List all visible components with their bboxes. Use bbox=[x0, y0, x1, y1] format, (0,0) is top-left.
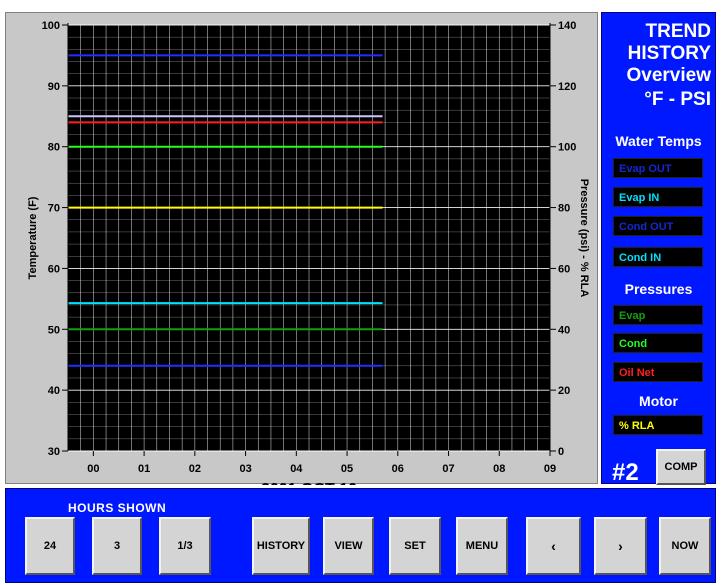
history-button[interactable]: HISTORY bbox=[252, 517, 310, 575]
x-tick-label: 08 bbox=[493, 463, 505, 475]
x-tick-label: 04 bbox=[290, 463, 303, 475]
legend-evap-in[interactable]: Evap IN bbox=[613, 187, 703, 207]
right-tick-label: 40 bbox=[558, 324, 570, 336]
bottom-button-bar: HOURS SHOWN 24 3 1/3 HISTORY VIEW SET ME… bbox=[5, 488, 716, 583]
menu-button[interactable]: MENU bbox=[456, 517, 508, 575]
legend-label: Cond IN bbox=[619, 252, 662, 264]
motor-heading: Motor bbox=[639, 393, 678, 409]
scroll-right-button[interactable]: › bbox=[594, 517, 647, 575]
scroll-left-button[interactable]: ‹ bbox=[526, 517, 581, 575]
legend-label: Evap bbox=[619, 310, 646, 322]
left-tick-label: 80 bbox=[48, 142, 60, 154]
right-tick-label: 100 bbox=[558, 142, 576, 154]
right-axis-title: Pressure (psi) - % RLA bbox=[578, 179, 590, 298]
legend-label: Cond bbox=[619, 338, 648, 350]
title-line-2: HISTORY bbox=[627, 43, 711, 64]
right-tick-label: 20 bbox=[558, 385, 570, 397]
legend-label: Oil Net bbox=[619, 367, 655, 379]
legend-label: % RLA bbox=[619, 420, 655, 432]
hours-shown-label: HOURS SHOWN bbox=[68, 501, 167, 515]
right-tick-label: 120 bbox=[558, 81, 576, 93]
left-tick-label: 30 bbox=[48, 446, 60, 458]
legend-evap-out[interactable]: Evap OUT bbox=[613, 158, 703, 178]
legend-rla[interactable]: % RLA bbox=[613, 415, 703, 435]
x-tick-label: 01 bbox=[138, 463, 150, 475]
legend-cond-pressure[interactable]: Cond bbox=[613, 333, 703, 353]
x-tick-label: 07 bbox=[442, 463, 454, 475]
x-tick-label: 06 bbox=[392, 463, 404, 475]
title-line-1: TREND bbox=[645, 21, 711, 42]
legend-cond-in[interactable]: Cond IN bbox=[613, 247, 703, 267]
x-tick-label: 00 bbox=[87, 463, 99, 475]
legend-cond-out[interactable]: Cond OUT bbox=[613, 216, 703, 236]
hours-third-button[interactable]: 1/3 bbox=[159, 517, 211, 575]
hours-24-button[interactable]: 24 bbox=[25, 517, 75, 575]
legend-oil-net[interactable]: Oil Net bbox=[613, 362, 703, 382]
units-label: °F - PSI bbox=[644, 89, 711, 110]
left-tick-label: 50 bbox=[48, 324, 60, 336]
right-tick-label: 140 bbox=[558, 20, 576, 32]
left-tick-label: 100 bbox=[42, 20, 60, 32]
trend-chart-panel: 30 40 50 60 70 80 90 100 0 20 40 60 80 100 120 140 00 01 0… bbox=[5, 12, 598, 485]
left-tick-label: 70 bbox=[48, 203, 60, 215]
x-tick-label: 09 bbox=[544, 463, 556, 475]
x-tick-label: 03 bbox=[239, 463, 251, 475]
x-tick-label: 05 bbox=[341, 463, 353, 475]
x-tick-label: 02 bbox=[189, 463, 201, 475]
trend-side-panel: TREND HISTORY Overview °F - PSI Water Te… bbox=[601, 12, 716, 486]
left-tick-label: 40 bbox=[48, 385, 60, 397]
hours-3-button[interactable]: 3 bbox=[92, 517, 142, 575]
legend-label: Cond OUT bbox=[619, 221, 674, 233]
set-button[interactable]: SET bbox=[389, 517, 441, 575]
left-tick-label: 90 bbox=[48, 81, 60, 93]
left-axis-title: Temperature (F) bbox=[27, 196, 39, 279]
legend-label: Evap IN bbox=[619, 192, 660, 204]
left-tick-label: 60 bbox=[48, 263, 60, 275]
chart-date-label: 2001 OCT 10 bbox=[261, 481, 357, 485]
comp-button[interactable]: COMP bbox=[656, 449, 706, 485]
legend-label: Evap OUT bbox=[619, 163, 672, 175]
right-tick-label: 80 bbox=[558, 203, 570, 215]
right-tick-label: 0 bbox=[558, 446, 564, 458]
legend-evap-pressure[interactable]: Evap bbox=[613, 305, 703, 325]
now-button[interactable]: NOW bbox=[659, 517, 711, 575]
right-tick-label: 60 bbox=[558, 263, 570, 275]
title-line-3: Overview bbox=[626, 65, 712, 86]
water-temps-heading: Water Temps bbox=[615, 133, 702, 149]
pressures-heading: Pressures bbox=[624, 281, 693, 297]
unit-number: #2 bbox=[612, 459, 639, 486]
view-button[interactable]: VIEW bbox=[323, 517, 374, 575]
